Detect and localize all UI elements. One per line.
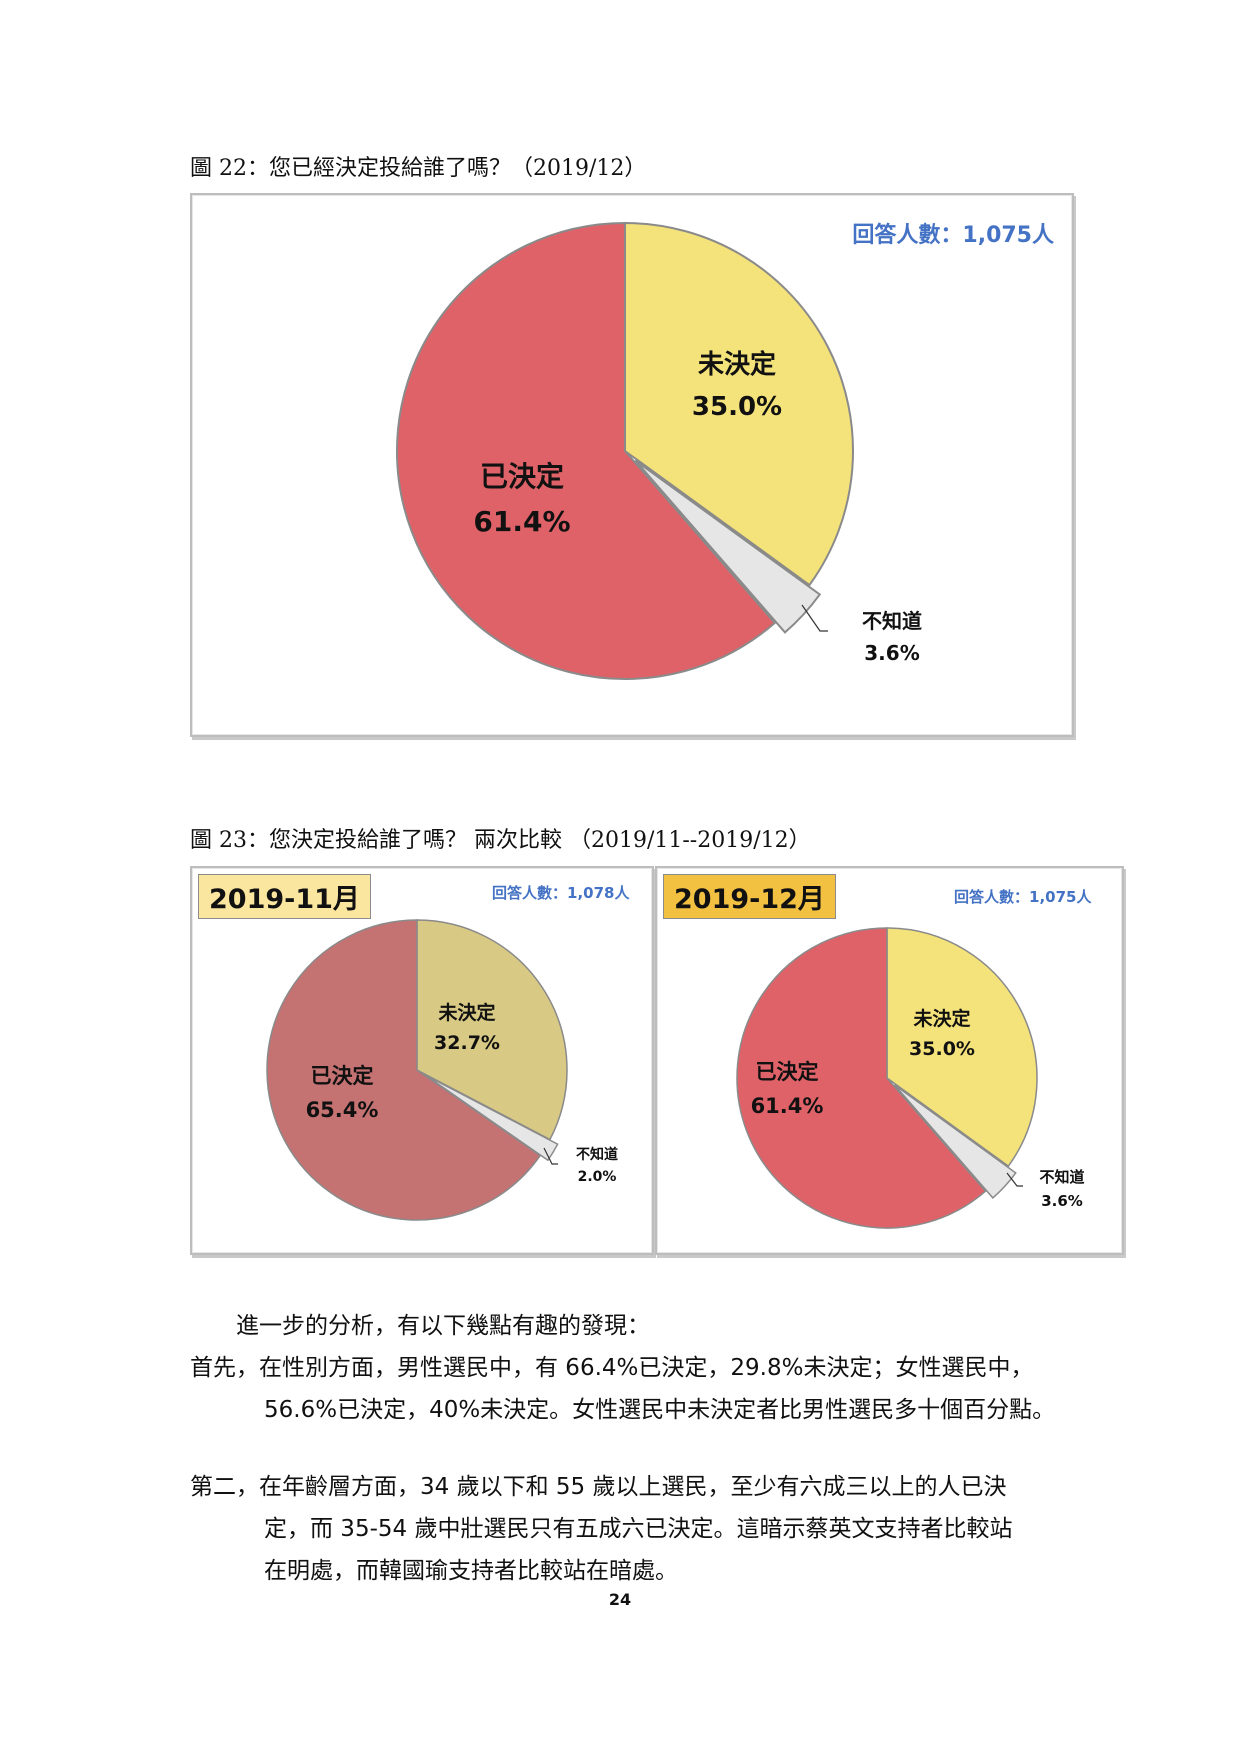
- leader-line: [1006, 1172, 1023, 1187]
- slice-value: 2.0%: [577, 1169, 617, 1186]
- figure-22-caption: 圖 22：您已經決定投給誰了嗎？（2019/12）: [190, 156, 647, 181]
- pie-chart-2019-12: [736, 927, 1038, 1229]
- figure-23-right-chart: 2019-12月 回答人數：1,075人 未決定 35.0% 已決定 61.4%…: [655, 866, 1124, 1255]
- pie-slice-decided: [736, 927, 987, 1229]
- slice-name: 未決定: [438, 1002, 496, 1024]
- slice-label-undecided: 未決定 35.0%: [657, 345, 817, 428]
- slice-name: 未決定: [913, 1008, 971, 1030]
- pie-slice-unknown: [893, 1084, 1017, 1199]
- slice-label-unknown: 不知道 3.6%: [1027, 1165, 1097, 1213]
- paragraph-intro: 進一步的分析，有以下幾點有趣的發現：: [236, 1313, 650, 1339]
- slice-label-decided: 已決定 61.4%: [737, 1056, 837, 1123]
- slice-label-decided: 已決定 61.4%: [442, 455, 602, 545]
- slice-value: 3.6%: [1041, 1192, 1083, 1210]
- slice-name: 不知道: [862, 609, 922, 633]
- pie-slice-decided: [266, 919, 542, 1221]
- pie-slice-unknown: [424, 1073, 559, 1162]
- figure-22-chart: 回答人數：1,075人 未決定 35.0% 已決定 61.4% 不知道 3.6%: [190, 193, 1074, 737]
- pie-slices: [266, 919, 568, 1221]
- leader-line: [543, 1147, 558, 1165]
- slice-value: 32.7%: [434, 1032, 500, 1055]
- respondent-count: 回答人數：1,075人: [954, 888, 1092, 906]
- pie-slice-undecided: [624, 221, 854, 587]
- paragraph-first-line-2: 56.6%已決定，40%未決定。女性選民中未決定者比男性選民多十個百分點。: [264, 1397, 1056, 1423]
- slice-label-decided: 已決定 65.4%: [292, 1060, 392, 1127]
- slice-value: 35.0%: [691, 391, 783, 422]
- figure-23-left-chart: 2019-11月 回答人數：1,078人 未決定 32.7% 已決定 65.4%…: [190, 866, 654, 1255]
- pie-chart-2019-11: [266, 919, 568, 1221]
- slice-name: 不知道: [1039, 1168, 1085, 1186]
- month-badge-2019-11: 2019-11月: [198, 874, 371, 919]
- slice-name: 已決定: [755, 1060, 819, 1084]
- respondent-count: 回答人數：1,078人: [492, 884, 630, 902]
- month-badge-2019-12: 2019-12月: [663, 874, 836, 919]
- paragraph-second-line-3: 在明處，而韓國瑜支持者比較站在暗處。: [264, 1558, 678, 1584]
- slice-name: 未決定: [697, 350, 776, 380]
- pie-slices: [396, 221, 854, 680]
- slice-label-undecided: 未決定 32.7%: [417, 998, 517, 1059]
- slice-label-unknown: 不知道 2.0%: [562, 1144, 632, 1189]
- slice-name: 已決定: [310, 1064, 374, 1088]
- slice-label-undecided: 未決定 35.0%: [892, 1004, 992, 1065]
- pie-slices: [736, 927, 1038, 1229]
- slice-value: 61.4%: [473, 504, 571, 538]
- slice-name: 不知道: [576, 1147, 618, 1163]
- pie-slice-undecided: [886, 927, 1038, 1168]
- pie-slice-decided: [396, 221, 777, 680]
- figure-23-caption: 圖 23：您決定投給誰了嗎？ 兩次比較 （2019/11--2019/12）: [190, 828, 811, 853]
- slice-value: 61.4%: [750, 1093, 824, 1118]
- slice-value: 35.0%: [909, 1038, 975, 1061]
- paragraph-first-line-1: 首先，在性別方面，男性選民中，有 66.4%已決定，29.8%未決定；女性選民中…: [190, 1355, 1034, 1381]
- pie-slice-unknown: [634, 459, 822, 634]
- slice-name: 已決定: [479, 460, 564, 493]
- slice-value: 3.6%: [864, 641, 920, 665]
- leader-line: [801, 604, 828, 632]
- slice-value: 65.4%: [305, 1097, 379, 1122]
- slice-label-unknown: 不知道 3.6%: [832, 605, 952, 669]
- paragraph-second-line-2: 定，而 35-54 歲中壯選民只有五成六已決定。這暗示蔡英文支持者比較站: [264, 1516, 1013, 1542]
- respondent-count: 回答人數：1,075人: [852, 223, 1054, 248]
- pie-chart-22: [396, 221, 854, 680]
- page-number: 24: [608, 1590, 632, 1609]
- paragraph-second-line-1: 第二，在年齡層方面，34 歲以下和 55 歲以上選民，至少有六成三以上的人已決: [190, 1474, 1007, 1500]
- pie-slice-undecided: [416, 919, 568, 1141]
